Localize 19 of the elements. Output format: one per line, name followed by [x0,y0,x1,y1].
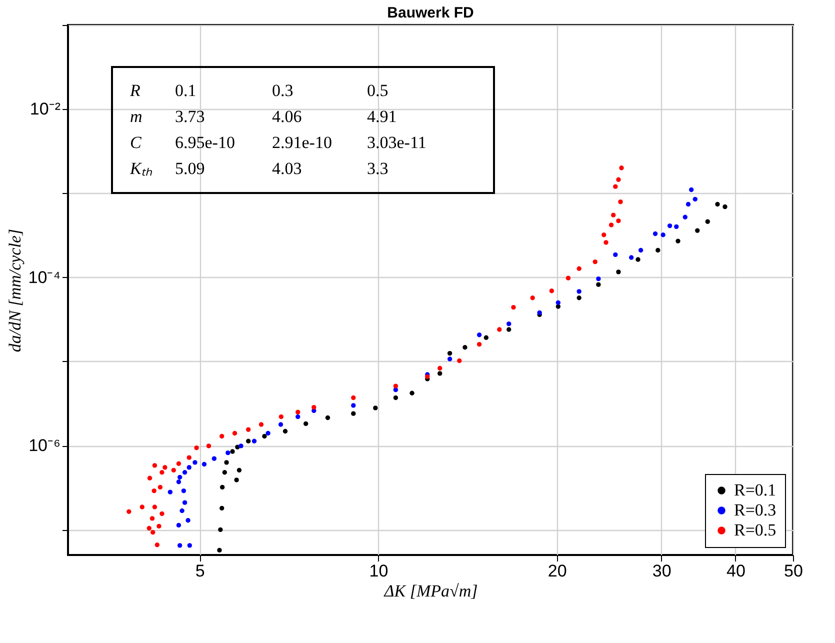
y-axis-title: da/dN [mm/cycle] [5,228,24,352]
legend-label: R=0.3 [734,500,776,520]
text: R 0.1 0.3 0.5 [130,81,388,100]
x-tick-label: 5 [195,562,205,580]
chart-title: Bauwerk FD [387,4,474,22]
y-tick-label: 10⁻⁴ [28,268,60,287]
x-tick-label: 10 [369,562,388,580]
text: m 3.73 4.06 4.91 [130,107,397,126]
text: C 6.95e-10 2.91e-10 3.03e-11 [130,133,426,152]
x-axis-title: ΔK [MPa√m] [383,582,478,600]
x-tick-label: 40 [726,562,746,580]
x-tick-label: 20 [548,562,567,580]
y-tick-label: 10⁻² [30,100,61,119]
x-tick-label: 30 [652,562,672,580]
x-tick-label: 50 [784,562,803,580]
text: Kₜₕ 5.09 4.03 3.3 [130,159,388,178]
legend-label: R=0.5 [734,520,776,540]
legend-label: R=0.1 [734,480,776,500]
y-tick-label: 10⁻⁶ [28,436,60,456]
